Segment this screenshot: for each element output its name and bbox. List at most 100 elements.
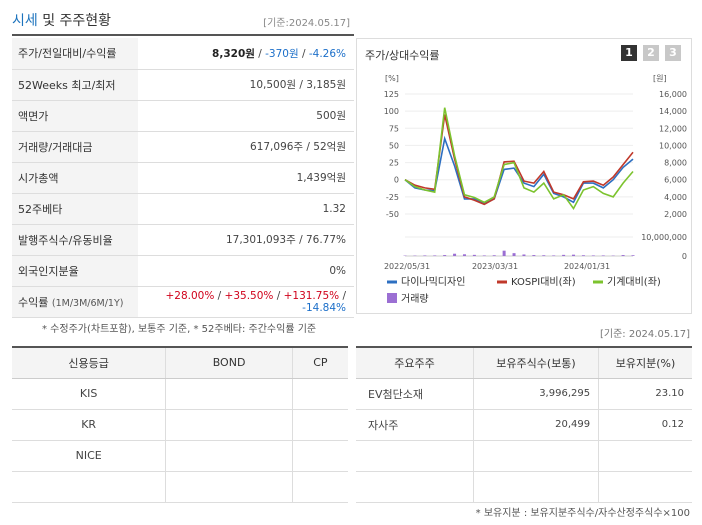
- relative-return-chart: [%] [원] 125 100 75 50 25 0 -25 -50 16,000 14,000 12,…: [384, 74, 687, 305]
- volume-bar: [472, 254, 476, 256]
- table-cell: 23.10: [598, 378, 692, 410]
- table-row: 주가/전일대비/수익률 8,320원 / -370원 / -4.26%: [12, 38, 354, 70]
- volume-bar: [502, 250, 506, 256]
- volume-bar: [591, 255, 595, 256]
- left-tick-label: 75: [389, 124, 399, 133]
- table-cell: [473, 471, 600, 503]
- col-header: CP: [292, 346, 348, 379]
- table-cell: [165, 378, 293, 410]
- volume-bar: [572, 254, 576, 256]
- x-tick-label: 2024/01/31: [564, 262, 610, 271]
- volume-bar: [522, 254, 526, 256]
- volume-bar: [512, 253, 516, 256]
- volume-bar: [601, 255, 605, 256]
- table-cell: [292, 378, 348, 410]
- right-axis-unit: [원]: [653, 74, 667, 83]
- volume-bar: [542, 255, 546, 256]
- row-label: 발행주식수/유동비율: [12, 224, 138, 256]
- table-cell: KIS: [12, 378, 167, 410]
- chart-tab-buttons: 1 2 3: [621, 45, 681, 61]
- row-value: 617,096주 / 52억원: [138, 131, 354, 163]
- table-row: [12, 471, 348, 503]
- table-cell: [292, 409, 348, 441]
- volume-bar: [453, 253, 457, 256]
- table-cell: 20,499: [473, 409, 600, 441]
- col-header: 보유지분(%): [598, 346, 692, 379]
- volume-bar: [482, 255, 486, 256]
- row-value: 500원: [138, 100, 354, 132]
- table-row: [356, 471, 692, 503]
- volume-bar: [621, 255, 625, 256]
- right-tick-label: 16,000: [659, 90, 687, 99]
- table-cell: [165, 471, 293, 503]
- table-cell: [165, 409, 293, 441]
- x-tick-label: 2022/05/31: [384, 262, 430, 271]
- table-row: EV첨단소재 3,996,295 23.10: [356, 378, 692, 410]
- volume-bar: [562, 254, 566, 256]
- table-row: KIS: [12, 378, 348, 410]
- left-tick-label: -25: [386, 193, 399, 202]
- row-value: 10,500원 / 3,185원: [138, 69, 354, 101]
- legend-volume-swatch: [387, 293, 397, 303]
- row-label: 52Weeks 최고/최저: [12, 69, 138, 101]
- header-rule: [12, 34, 354, 36]
- volume-bar: [552, 255, 556, 256]
- table-row: 52주베타 1.32: [12, 193, 354, 225]
- left-tick-label: -50: [386, 210, 399, 219]
- legend-volume-label: 거래량: [401, 293, 429, 305]
- row-label: 시가총액: [12, 162, 138, 194]
- holder-note: * 보유지분 : 보유지분주식수/자수산정주식수×100: [475, 508, 690, 519]
- table-row: 발행주식수/유동비율 17,301,093주 / 76.77%: [12, 224, 354, 256]
- row-label: 외국인지분율: [12, 255, 138, 287]
- left-tick-label: 0: [394, 176, 399, 185]
- table-cell: 자사주: [356, 409, 474, 441]
- volume-bar: [532, 255, 536, 256]
- row-label: 주가/전일대비/수익률: [12, 38, 138, 70]
- table-row: 외국인지분율 0%: [12, 255, 354, 287]
- series-line-3: [404, 107, 634, 211]
- volume-bar: [423, 255, 427, 256]
- right-tick-label: 4,000: [664, 193, 687, 202]
- table-cell: KR: [12, 409, 167, 441]
- volume-tick-label: 10,000,000: [641, 233, 687, 242]
- chart-tab-3[interactable]: 3: [665, 45, 681, 61]
- table-row: 액면가 500원: [12, 100, 354, 132]
- right-tick-label: 8,000: [664, 159, 687, 168]
- volume-bar: [433, 255, 437, 256]
- volume-bar: [631, 255, 635, 256]
- table-cell: [292, 440, 348, 472]
- major-shareholder-table: 주요주주 보유주식수(보통) 보유지분(%) EV첨단소재 3,996,295 23…: [356, 346, 692, 503]
- col-header: 주요주주: [356, 346, 474, 379]
- volume-tick-label: 0: [682, 252, 687, 261]
- row-label: 52주베타: [12, 193, 138, 225]
- row-label: 수익률 (1M/3M/6M/1Y): [12, 286, 138, 318]
- chart-tab-2[interactable]: 2: [643, 45, 659, 61]
- legend-kospi-label: KOSPI대비(좌): [511, 276, 576, 288]
- credit-rating-table: 신용등급 BOND CP KIS KR NICE: [12, 346, 348, 503]
- table-cell: [292, 471, 348, 503]
- chart-tab-1[interactable]: 1: [621, 45, 637, 61]
- col-header: 보유주식수(보통): [473, 346, 600, 379]
- table-cell: [473, 440, 600, 472]
- table-cell: 0.12: [598, 409, 692, 441]
- row-value: 1,439억원: [138, 162, 354, 194]
- section-header: 시세 및 주주현황 [기준:2024.05.17]: [12, 0, 354, 38]
- col-header: BOND: [165, 346, 293, 379]
- price-info-table: 주가/전일대비/수익률 8,320원 / -370원 / -4.26% 52We…: [12, 38, 354, 318]
- row-value: 0%: [138, 255, 354, 287]
- right-tick-label: 14,000: [659, 107, 687, 116]
- table-cell: [598, 471, 692, 503]
- base-date-2: [기준: 2024.05.17]: [599, 329, 690, 340]
- row-value: 1.32: [138, 193, 354, 225]
- table-cell: [165, 440, 293, 472]
- table-cell: [356, 440, 474, 472]
- table-header-row: 신용등급 BOND CP: [12, 346, 348, 379]
- table-row: NICE: [12, 440, 348, 472]
- table-row: 시가총액 1,439억원: [12, 162, 354, 194]
- chart-panel: 주가/상대수익률 1 2 3 [%] [원] 125 100 75 50 25 0 -25 -50…: [356, 38, 692, 314]
- table-cell: EV첨단소재: [356, 378, 474, 410]
- right-tick-label: 2,000: [664, 210, 687, 219]
- table-row: 52Weeks 최고/최저 10,500원 / 3,185원: [12, 69, 354, 101]
- table-cell: 3,996,295: [473, 378, 600, 410]
- table-row: KR: [12, 409, 348, 441]
